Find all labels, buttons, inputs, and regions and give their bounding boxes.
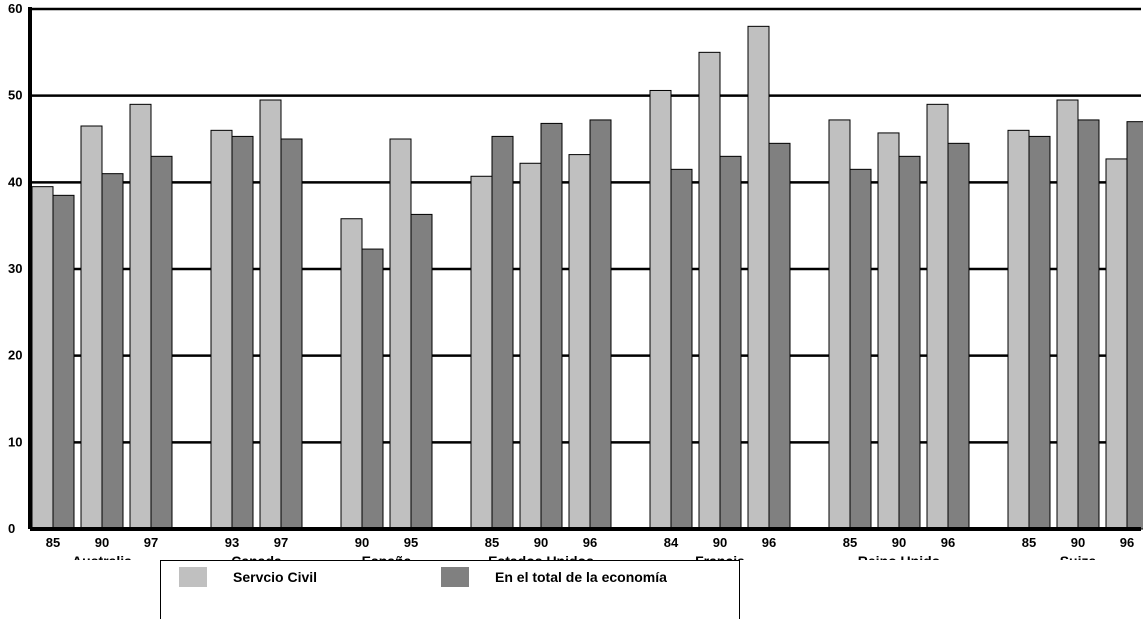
bar-total-economia bbox=[231, 135, 254, 530]
legend-label-total: En el total de la economía bbox=[495, 569, 667, 585]
bars bbox=[31, 25, 1143, 530]
bar-total-economia bbox=[491, 135, 514, 530]
bar-chart: 0 10 20 30 40 50 60 85 90 97 Australia 93 97 Canada 9… bbox=[8, 1, 1143, 560]
x-tick-label-year: 90 bbox=[95, 535, 109, 550]
x-tick-label-year: 90 bbox=[355, 535, 369, 550]
bar-total-economia bbox=[150, 155, 173, 530]
bar-total-economia bbox=[1077, 119, 1100, 530]
bar-total-economia bbox=[719, 155, 742, 530]
bar-total-economia bbox=[768, 142, 791, 530]
bar-total-economia bbox=[410, 213, 433, 530]
y-tick-label: 10 bbox=[8, 434, 22, 449]
y-tick-label: 30 bbox=[8, 261, 22, 276]
bar-servicio-civil bbox=[747, 25, 770, 530]
x-tick-label-year: 96 bbox=[1120, 535, 1134, 550]
bar-servicio-civil bbox=[470, 175, 493, 530]
legend-label-civil: Servcio Civil bbox=[233, 569, 318, 585]
y-tick-label: 0 bbox=[8, 521, 15, 536]
y-tick-label: 20 bbox=[8, 348, 22, 363]
x-tick-label-year: 93 bbox=[225, 535, 239, 550]
bar-total-economia bbox=[540, 122, 563, 530]
bar-servicio-civil bbox=[698, 51, 721, 530]
bar-servicio-civil bbox=[340, 218, 363, 530]
x-tick-label-year: 95 bbox=[404, 535, 418, 550]
axes bbox=[28, 7, 1141, 531]
x-group-label: Francia bbox=[695, 553, 745, 560]
x-tick-label-year: 96 bbox=[583, 535, 597, 550]
x-tick-label-year: 97 bbox=[274, 535, 288, 550]
legend-swatch-total bbox=[441, 567, 469, 587]
bar-servicio-civil bbox=[80, 125, 103, 530]
bar-total-economia bbox=[947, 142, 970, 530]
x-tick-label-year: 85 bbox=[485, 535, 499, 550]
x-tick-label-year: 90 bbox=[534, 535, 548, 550]
bar-total-economia bbox=[1028, 135, 1051, 530]
x-group-label: Reino Unido bbox=[858, 553, 940, 560]
bar-total-economia bbox=[670, 168, 693, 530]
bar-servicio-civil bbox=[1105, 158, 1128, 530]
bar-total-economia bbox=[1126, 121, 1143, 530]
bar-servicio-civil bbox=[877, 132, 900, 530]
y-tick-label: 60 bbox=[8, 1, 22, 16]
x-tick-label-year: 85 bbox=[46, 535, 60, 550]
x-tick-label-year: 96 bbox=[941, 535, 955, 550]
y-tick-label: 40 bbox=[8, 174, 22, 189]
x-tick-label-year: 84 bbox=[664, 535, 679, 550]
bar-servicio-civil bbox=[649, 89, 672, 530]
x-tick-label-year: 90 bbox=[892, 535, 906, 550]
x-tick-label-year: 85 bbox=[1022, 535, 1036, 550]
legend-swatch-civil bbox=[179, 567, 207, 587]
x-group-label: Canada bbox=[231, 553, 282, 560]
legend-item-civil: Servcio Civil bbox=[179, 567, 317, 587]
bar-total-economia bbox=[898, 155, 921, 530]
bar-servicio-civil bbox=[568, 154, 591, 530]
bar-servicio-civil bbox=[828, 119, 851, 530]
x-group-label: Estados Unidos bbox=[488, 553, 594, 560]
bar-servicio-civil bbox=[210, 129, 233, 530]
bar-total-economia bbox=[589, 119, 612, 530]
x-tick-labels: 85 90 97 Australia 93 97 Canada 90 95 España 85 90 9… bbox=[46, 535, 1134, 560]
y-tick-label: 50 bbox=[8, 88, 22, 103]
bar-servicio-civil bbox=[519, 162, 542, 530]
bar-servicio-civil bbox=[129, 103, 152, 530]
bar-total-economia bbox=[361, 248, 384, 530]
bar-total-economia bbox=[52, 194, 75, 530]
bar-servicio-civil bbox=[389, 138, 412, 530]
legend-item-total: En el total de la economía bbox=[441, 567, 667, 587]
x-tick-label-year: 96 bbox=[762, 535, 776, 550]
bar-servicio-civil bbox=[31, 186, 54, 530]
bar-total-economia bbox=[849, 168, 872, 530]
x-group-label: Australia bbox=[72, 553, 132, 560]
bar-servicio-civil bbox=[259, 99, 282, 530]
bar-servicio-civil bbox=[926, 103, 949, 530]
bar-total-economia bbox=[280, 138, 303, 530]
x-tick-label-year: 90 bbox=[713, 535, 727, 550]
bar-servicio-civil bbox=[1007, 129, 1030, 530]
bar-servicio-civil bbox=[1056, 99, 1079, 530]
bar-total-economia bbox=[101, 173, 124, 530]
x-tick-label-year: 85 bbox=[843, 535, 857, 550]
x-tick-label-year: 90 bbox=[1071, 535, 1085, 550]
legend: Servcio Civil En el total de la economía bbox=[160, 560, 740, 619]
x-group-label: Suiza bbox=[1060, 553, 1097, 560]
x-group-label: España bbox=[362, 553, 412, 560]
x-tick-label-year: 97 bbox=[144, 535, 158, 550]
y-tick-labels: 0 10 20 30 40 50 60 bbox=[8, 1, 22, 536]
